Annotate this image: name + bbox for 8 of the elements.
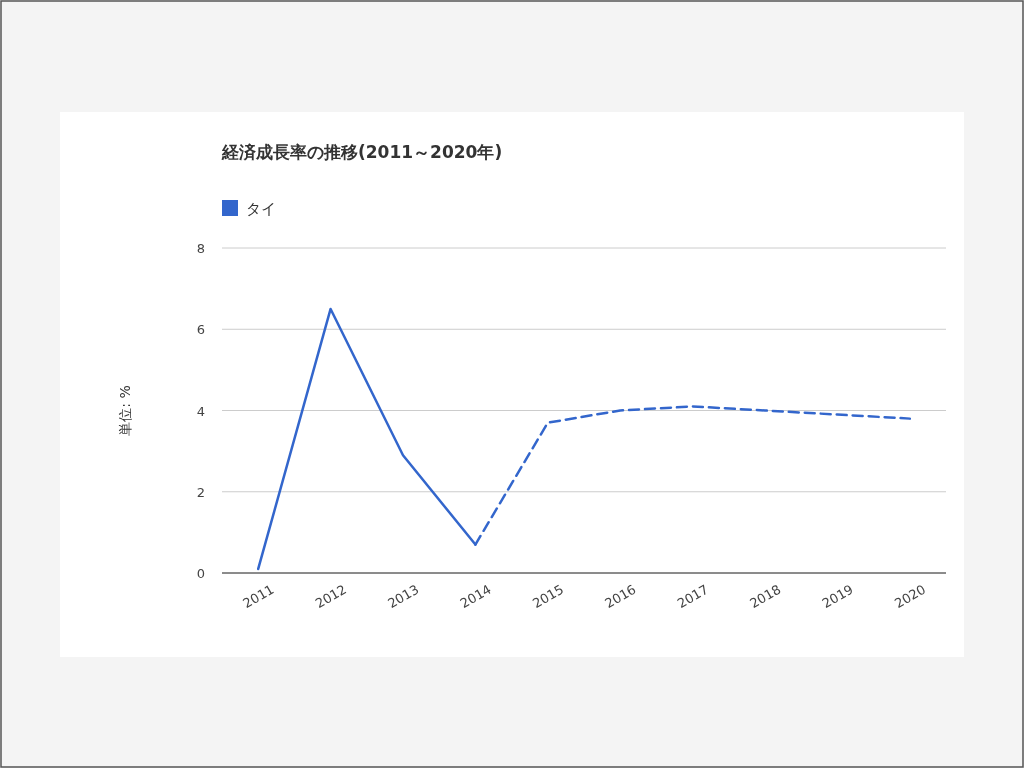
y-axis-title: 単位: % <box>117 385 133 436</box>
legend-label: タイ <box>246 200 276 218</box>
y-tick-label: 2 <box>196 484 205 500</box>
chart-title: 経済成長率の推移(2011～2020年) <box>221 142 503 162</box>
y-tick-label: 0 <box>196 566 205 581</box>
y-tick-label: 8 <box>196 241 205 256</box>
y-tick-label: 6 <box>196 322 205 338</box>
y-tick-label: 4 <box>196 403 205 419</box>
